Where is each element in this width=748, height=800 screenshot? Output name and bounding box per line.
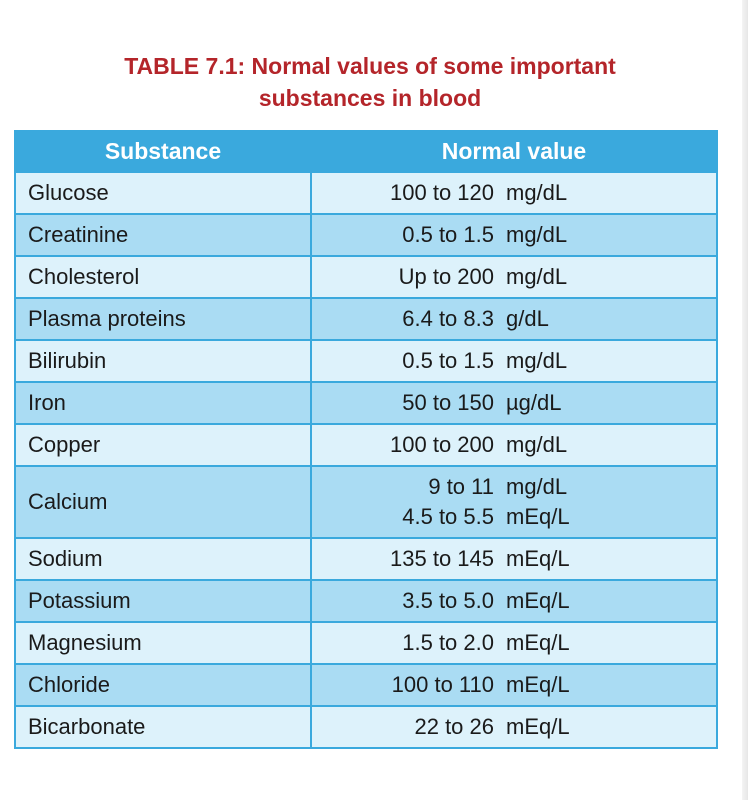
normal-value-cell: 22 to 26 mEq/L [312,707,716,747]
value-unit: mg/dL [506,222,568,247]
header-substance: Substance [16,132,310,171]
table-title-line-2: substances in blood [258,85,482,111]
substance-cell: Sodium [16,539,310,579]
value-range: 22 to 26 [414,714,494,739]
substance-cell: Chloride [16,665,310,705]
value-line: 22 to 26 mEq/L [312,712,716,742]
value-unit: mg/dL [506,348,568,373]
value-unit: g/dL [506,306,549,331]
value-unit: mEq/L [506,504,570,529]
value-unit: mEq/L [506,672,570,697]
substance-cell: Glucose [16,173,310,213]
value-line: 0.5 to 1.5 mg/dL [312,346,716,376]
value-unit: mg/dL [506,180,568,205]
value-line: 4.5 to 5.5 mEq/L [312,502,716,532]
value-line: 1.5 to 2.0 mEq/L [312,628,716,658]
value-line: 50 to 150 µg/dL [312,388,716,418]
normal-value-cell: Up to 200 mg/dL [312,257,716,297]
value-unit: mg/dL [506,432,568,457]
value-range: 4.5 to 5.5 [402,504,494,529]
value-unit: mEq/L [506,588,570,613]
value-range: 100 to 200 [390,432,494,457]
normal-value-cell: 100 to 110 mEq/L [312,665,716,705]
value-range: 135 to 145 [390,546,494,571]
table-row: Cholesterol Up to 200 mg/dL [16,257,716,297]
value-range: Up to 200 [398,264,494,289]
value-range: 50 to 150 [402,390,494,415]
normal-value-cell: 1.5 to 2.0 mEq/L [312,623,716,663]
value-line: 0.5 to 1.5 mg/dL [312,220,716,250]
normal-value-cell: 9 to 11 mg/dL 4.5 to 5.5 mEq/L [312,467,716,537]
value-unit: mEq/L [506,546,570,571]
table-row: Creatinine 0.5 to 1.5 mg/dL [16,215,716,255]
value-range: 6.4 to 8.3 [402,306,494,331]
table-row: Bilirubin 0.5 to 1.5 mg/dL [16,341,716,381]
table-title: TABLE 7.1: Normal values of some importa… [0,50,740,114]
table-row: Potassium 3.5 to 5.0 mEq/L [16,581,716,621]
value-line: 100 to 110 mEq/L [312,670,716,700]
value-range: 9 to 11 [428,474,494,499]
value-unit: mEq/L [506,714,570,739]
substance-cell: Magnesium [16,623,310,663]
value-range: 1.5 to 2.0 [402,630,494,655]
table-row: Chloride 100 to 110 mEq/L [16,665,716,705]
table-row: Bicarbonate 22 to 26 mEq/L [16,707,716,747]
substance-cell: Creatinine [16,215,310,255]
table-body: Glucose 100 to 120 mg/dL Creatinine 0.5 to 1… [16,173,716,747]
value-line: 100 to 200 mg/dL [312,430,716,460]
table-title-line-1: TABLE 7.1: Normal values of some importa… [124,53,616,79]
normal-value-cell: 100 to 120 mg/dL [312,173,716,213]
normal-value-cell: 100 to 200 mg/dL [312,425,716,465]
table-header-row: Substance Normal value [16,132,716,171]
table-row: Magnesium 1.5 to 2.0 mEq/L [16,623,716,663]
value-unit: mg/dL [506,264,568,289]
substance-cell: Plasma proteins [16,299,310,339]
normal-value-cell: 0.5 to 1.5 mg/dL [312,215,716,255]
normal-value-cell: 3.5 to 5.0 mEq/L [312,581,716,621]
substance-cell: Copper [16,425,310,465]
normal-value-cell: 0.5 to 1.5 mg/dL [312,341,716,381]
substance-cell: Potassium [16,581,310,621]
page-edge-shadow [742,0,748,800]
value-unit: mEq/L [506,630,570,655]
value-line: 6.4 to 8.3 g/dL [312,304,716,334]
value-line: 135 to 145 mEq/L [312,544,716,574]
substance-cell: Bilirubin [16,341,310,381]
value-range: 0.5 to 1.5 [402,348,494,373]
table-row: Sodium 135 to 145 mEq/L [16,539,716,579]
header-normal-value: Normal value [312,132,716,171]
table-row: Calcium 9 to 11 mg/dL 4.5 to 5.5 mEq/L [16,467,716,537]
normal-value-cell: 135 to 145 mEq/L [312,539,716,579]
normal-value-cell: 50 to 150 µg/dL [312,383,716,423]
value-line: 9 to 11 mg/dL [312,472,716,502]
blood-values-table: Substance Normal value Glucose 100 to 120… [14,130,718,749]
value-range: 0.5 to 1.5 [402,222,494,247]
value-range: 100 to 120 [390,180,494,205]
table-row: Glucose 100 to 120 mg/dL [16,173,716,213]
value-range: 100 to 110 [391,672,494,697]
normal-value-cell: 6.4 to 8.3 g/dL [312,299,716,339]
value-unit: mg/dL [506,474,568,499]
substance-cell: Cholesterol [16,257,310,297]
substance-cell: Iron [16,383,310,423]
value-line: 100 to 120 mg/dL [312,178,716,208]
value-line: 3.5 to 5.0 mEq/L [312,586,716,616]
table-row: Plasma proteins 6.4 to 8.3 g/dL [16,299,716,339]
table-row: Iron 50 to 150 µg/dL [16,383,716,423]
substance-cell: Calcium [16,467,310,537]
value-range: 3.5 to 5.0 [402,588,494,613]
substance-cell: Bicarbonate [16,707,310,747]
value-unit: µg/dL [506,390,562,415]
value-line: Up to 200 mg/dL [312,262,716,292]
table-row: Copper 100 to 200 mg/dL [16,425,716,465]
